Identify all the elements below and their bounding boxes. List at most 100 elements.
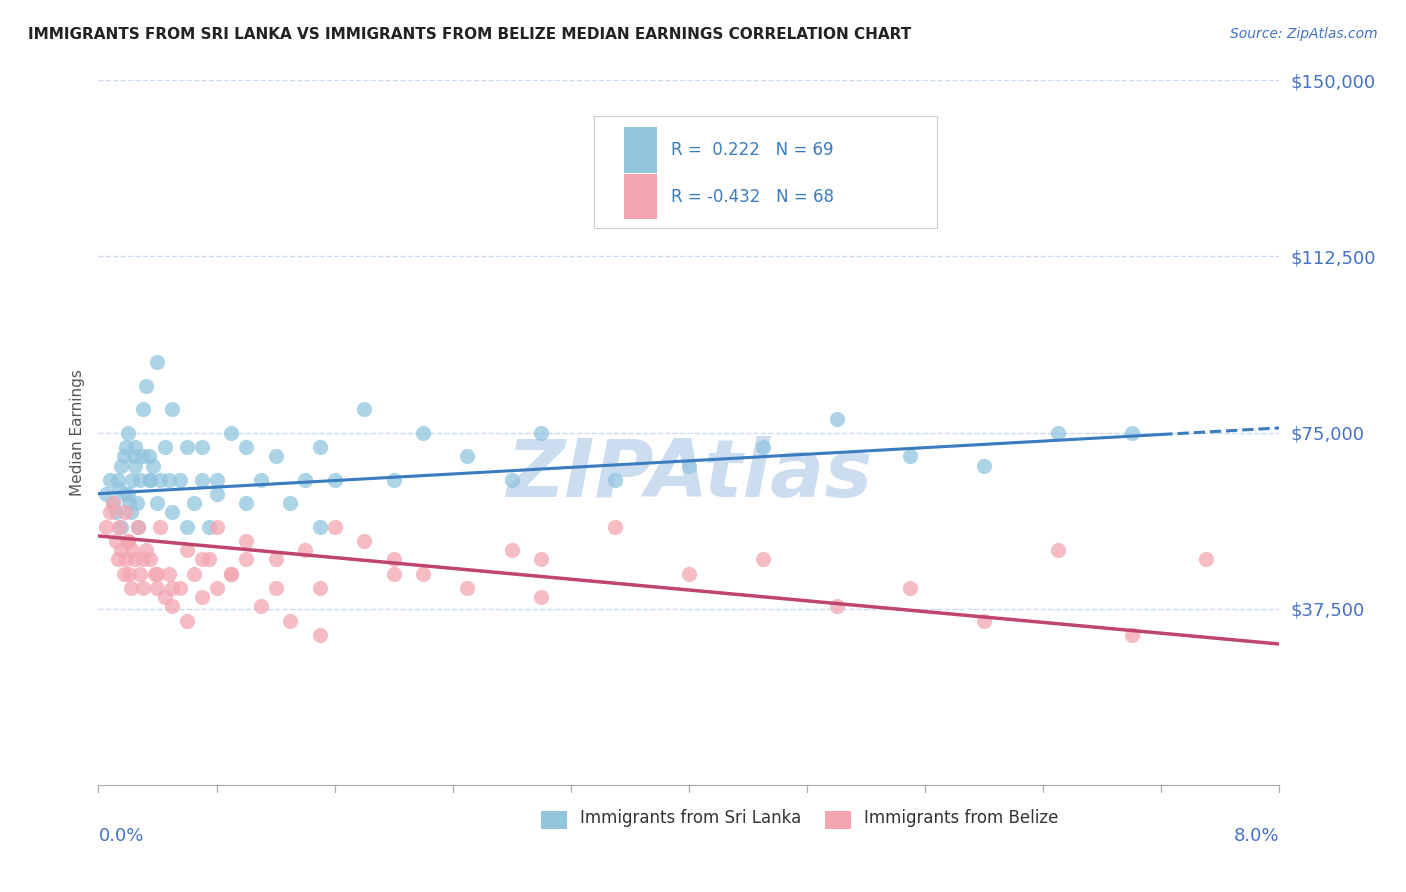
- Point: [124, 458, 146, 473]
- Point: [127, 519, 149, 533]
- Point: [125, 496, 148, 510]
- Point: [149, 519, 172, 533]
- Point: [169, 473, 191, 487]
- Point: [191, 590, 214, 604]
- Point: [162, 599, 183, 614]
- Point: [1195, 552, 1218, 566]
- Point: [183, 566, 205, 581]
- Point: [132, 581, 155, 595]
- Point: [149, 473, 172, 487]
- Point: [1121, 425, 1143, 440]
- Point: [146, 355, 169, 369]
- Point: [205, 519, 228, 533]
- Point: [120, 581, 142, 595]
- Point: [162, 402, 183, 417]
- Point: [205, 473, 228, 487]
- Point: [264, 552, 287, 566]
- Point: [221, 425, 243, 440]
- Point: [235, 533, 257, 548]
- Point: [143, 566, 166, 581]
- Point: [752, 552, 775, 566]
- FancyBboxPatch shape: [541, 811, 567, 829]
- Point: [128, 566, 150, 581]
- Point: [353, 533, 375, 548]
- Point: [412, 425, 434, 440]
- Point: [127, 519, 149, 533]
- Point: [138, 449, 160, 463]
- FancyBboxPatch shape: [825, 811, 851, 829]
- Point: [198, 519, 221, 533]
- Point: [825, 599, 848, 614]
- Point: [752, 440, 775, 454]
- Point: [825, 411, 848, 425]
- Point: [98, 506, 121, 520]
- Point: [118, 496, 141, 510]
- Point: [117, 533, 139, 548]
- Point: [117, 425, 139, 440]
- Point: [153, 440, 176, 454]
- Point: [98, 473, 121, 487]
- Point: [323, 473, 346, 487]
- Point: [250, 599, 273, 614]
- Point: [382, 473, 405, 487]
- Point: [280, 614, 302, 628]
- Point: [176, 614, 198, 628]
- Point: [132, 552, 155, 566]
- Point: [142, 458, 165, 473]
- Point: [530, 425, 553, 440]
- Point: [124, 552, 146, 566]
- Point: [122, 449, 145, 463]
- Point: [501, 543, 523, 558]
- Y-axis label: Median Earnings: Median Earnings: [69, 369, 84, 496]
- Point: [117, 486, 139, 500]
- Point: [112, 449, 135, 463]
- Point: [157, 473, 180, 487]
- Point: [678, 566, 700, 581]
- Point: [280, 496, 302, 510]
- Point: [900, 581, 922, 595]
- Point: [382, 552, 405, 566]
- Point: [605, 519, 627, 533]
- Point: [294, 473, 316, 487]
- Point: [139, 473, 162, 487]
- FancyBboxPatch shape: [595, 116, 936, 228]
- Text: 0.0%: 0.0%: [98, 827, 143, 846]
- Point: [382, 566, 405, 581]
- Point: [530, 590, 553, 604]
- Point: [135, 543, 157, 558]
- Point: [105, 506, 128, 520]
- Point: [146, 581, 169, 595]
- Point: [412, 566, 434, 581]
- Point: [120, 506, 142, 520]
- Point: [132, 402, 155, 417]
- Point: [1046, 425, 1070, 440]
- Point: [110, 543, 132, 558]
- Point: [157, 566, 180, 581]
- Point: [1046, 543, 1070, 558]
- Text: R =  0.222   N = 69: R = 0.222 N = 69: [671, 141, 834, 159]
- Point: [530, 552, 553, 566]
- Point: [121, 473, 143, 487]
- Point: [221, 566, 243, 581]
- Point: [605, 473, 627, 487]
- Point: [457, 449, 479, 463]
- Point: [115, 440, 138, 454]
- Point: [235, 440, 257, 454]
- Point: [153, 590, 176, 604]
- Point: [124, 440, 146, 454]
- Point: [118, 566, 141, 581]
- Point: [135, 378, 157, 392]
- Point: [205, 486, 228, 500]
- Point: [162, 581, 183, 595]
- Point: [1121, 627, 1143, 641]
- Point: [191, 473, 214, 487]
- Text: Immigrants from Sri Lanka: Immigrants from Sri Lanka: [581, 809, 801, 827]
- Text: ZIPAtlas: ZIPAtlas: [506, 436, 872, 514]
- Point: [221, 566, 243, 581]
- Point: [112, 566, 135, 581]
- Point: [94, 486, 117, 500]
- Point: [103, 496, 125, 510]
- Point: [235, 552, 257, 566]
- Point: [121, 543, 143, 558]
- Point: [105, 533, 128, 548]
